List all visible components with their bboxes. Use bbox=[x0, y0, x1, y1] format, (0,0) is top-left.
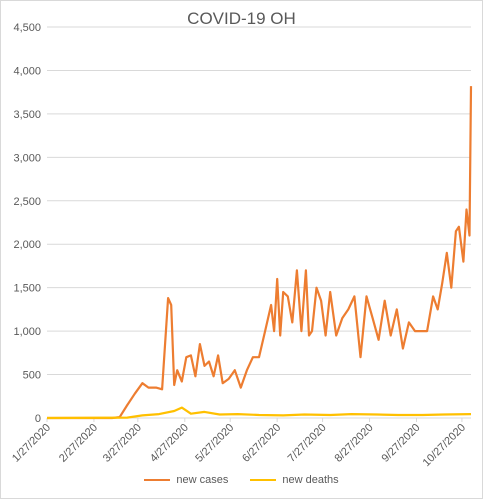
x-tick-label: 6/27/2020 bbox=[240, 422, 283, 465]
legend-swatch-new-deaths bbox=[250, 479, 277, 481]
legend-label-new-deaths: new deaths bbox=[282, 474, 339, 486]
x-tick-label: 5/27/2020 bbox=[193, 422, 236, 465]
y-tick-label: 500 bbox=[23, 370, 41, 382]
y-tick-label: 1,500 bbox=[13, 283, 41, 295]
x-tick-label: 8/27/2020 bbox=[333, 422, 376, 465]
series-line-new-cases bbox=[47, 86, 473, 420]
chart-title: COVID-19 OH bbox=[187, 9, 296, 28]
x-tick-label: 3/27/2020 bbox=[101, 422, 144, 465]
x-tick-label: 9/27/2020 bbox=[380, 422, 423, 465]
legend-item-new-deaths: new deaths bbox=[250, 474, 339, 486]
y-tick-label: 3,000 bbox=[13, 152, 41, 164]
y-tick-label: 4,000 bbox=[13, 65, 41, 77]
x-tick-label: 7/27/2020 bbox=[286, 422, 329, 465]
legend-swatch-new-cases bbox=[144, 479, 171, 481]
x-tick-label: 4/27/2020 bbox=[148, 422, 191, 465]
y-tick-label: 2,000 bbox=[13, 239, 41, 251]
legend-item-new-cases: new cases bbox=[144, 474, 228, 486]
y-tick-label: 4,500 bbox=[13, 22, 41, 34]
y-tick-label: 3,500 bbox=[13, 109, 41, 121]
legend: new cases new deaths bbox=[1, 474, 482, 486]
y-tick-label: 2,500 bbox=[13, 196, 41, 208]
y-tick-label: 0 bbox=[35, 413, 41, 425]
series-line-new-deaths bbox=[46, 406, 472, 420]
x-tick-label: 2/27/2020 bbox=[57, 422, 100, 465]
legend-label-new-cases: new cases bbox=[176, 474, 229, 486]
x-tick-label: 1/27/2020 bbox=[10, 422, 53, 465]
y-tick-label: 1,000 bbox=[13, 326, 41, 338]
x-tick-label: 10/27/2020 bbox=[421, 422, 468, 469]
